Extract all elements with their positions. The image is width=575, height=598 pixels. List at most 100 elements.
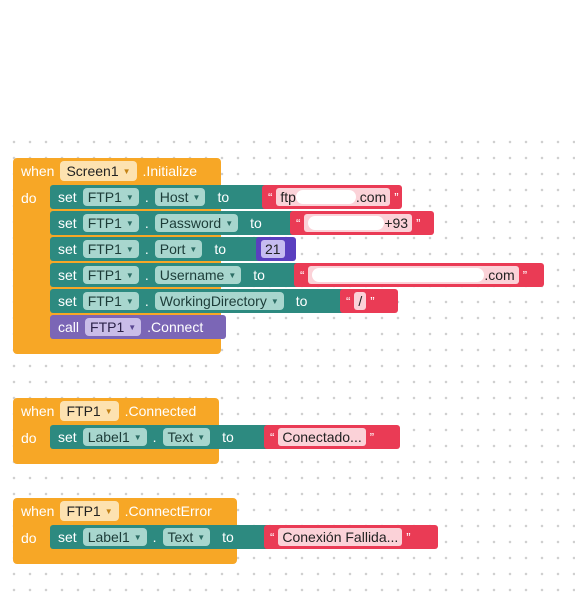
quote-close: ” xyxy=(406,529,411,545)
event-name: .Initialize xyxy=(142,163,198,179)
component-dropdown-ftp1[interactable]: FTP1 ▼ xyxy=(60,401,119,421)
text-value-conexion-fallida[interactable]: Conexión Fallida... xyxy=(278,528,403,546)
property-dropdown-host[interactable]: Host ▼ xyxy=(154,188,206,206)
when-keyword: when xyxy=(21,403,55,419)
component-name: FTP1 xyxy=(87,293,122,309)
dropdown-arrow-icon: ▼ xyxy=(104,506,113,516)
property-dropdown-port[interactable]: Port ▼ xyxy=(154,240,203,258)
quote-open: “ xyxy=(346,293,351,309)
property-name: Host xyxy=(159,189,189,205)
component-dropdown-label1[interactable]: Label1 ▼ xyxy=(82,428,147,446)
property-name: WorkingDirectory xyxy=(159,293,267,309)
component-name: FTP1 xyxy=(66,503,101,519)
property-dropdown-text[interactable]: Text ▼ xyxy=(162,428,211,446)
dot-separator: . xyxy=(144,267,149,283)
redaction-mark xyxy=(295,190,356,204)
component-name: FTP1 xyxy=(87,189,122,205)
text-value-password[interactable]: +93 xyxy=(304,214,413,232)
set-ftp1-password-block[interactable]: set FTP1 ▼ . Password ▼ to xyxy=(50,211,298,235)
set-keyword: set xyxy=(58,267,77,283)
component-name: FTP1 xyxy=(87,241,122,257)
quote-open: “ xyxy=(300,267,305,283)
set-keyword: set xyxy=(58,293,77,309)
text-left: ftp xyxy=(280,189,296,205)
to-keyword: to xyxy=(295,293,308,309)
call-keyword: call xyxy=(58,319,80,335)
component-dropdown-ftp1[interactable]: FTP1 ▼ xyxy=(85,318,142,336)
number-block-port[interactable]: 21 xyxy=(256,237,296,261)
text-value-host[interactable]: ftp .com xyxy=(276,188,391,206)
dot-separator: . xyxy=(144,189,149,205)
to-keyword: to xyxy=(214,241,227,257)
set-label1-text-block[interactable]: set Label1 ▼ . Text ▼ to xyxy=(50,425,272,449)
dropdown-arrow-icon: ▼ xyxy=(225,218,234,228)
dropdown-arrow-icon: ▼ xyxy=(228,270,237,280)
set-ftp1-host-block[interactable]: set FTP1 ▼ . Host ▼ to xyxy=(50,185,270,209)
to-keyword: to xyxy=(222,529,234,545)
text-right: .com xyxy=(484,267,515,283)
set-ftp1-username-block[interactable]: set FTP1 ▼ . Username ▼ to xyxy=(50,263,302,287)
text-block-password[interactable]: “ +93 ” xyxy=(290,211,434,235)
dropdown-arrow-icon: ▼ xyxy=(125,218,134,228)
dropdown-arrow-icon: ▼ xyxy=(128,322,137,332)
component-dropdown-ftp1[interactable]: FTP1 ▼ xyxy=(82,214,139,232)
event-header: when FTP1 ▼ .Connected xyxy=(13,398,219,424)
component-name: FTP1 xyxy=(90,319,125,335)
property-dropdown-username[interactable]: Username ▼ xyxy=(154,266,242,284)
set-keyword: set xyxy=(58,241,77,257)
dropdown-arrow-icon: ▼ xyxy=(133,432,142,442)
set-label1-text-block[interactable]: set Label1 ▼ . Text ▼ to xyxy=(50,525,272,549)
text-block-conectado[interactable]: “ Conectado... ” xyxy=(264,425,400,449)
text-block-workingdirectory[interactable]: “ / ” xyxy=(340,289,398,313)
text-block-username[interactable]: “ .com ” xyxy=(294,263,544,287)
call-ftp1-connect-block[interactable]: call FTP1 ▼ .Connect xyxy=(50,315,226,339)
quote-close: ” xyxy=(370,293,375,309)
set-keyword: set xyxy=(58,529,77,545)
dropdown-arrow-icon: ▼ xyxy=(189,244,198,254)
quote-close: ” xyxy=(394,189,399,205)
to-keyword: to xyxy=(250,215,262,231)
component-name: Screen1 xyxy=(66,163,119,179)
property-name: Username xyxy=(159,267,225,283)
property-dropdown-workingdirectory[interactable]: WorkingDirectory ▼ xyxy=(154,292,284,310)
dropdown-arrow-icon: ▼ xyxy=(125,270,134,280)
number-value[interactable]: 21 xyxy=(261,240,285,258)
set-keyword: set xyxy=(58,189,77,205)
dropdown-arrow-icon: ▼ xyxy=(104,406,113,416)
method-name: .Connect xyxy=(147,319,204,335)
component-dropdown-label1[interactable]: Label1 ▼ xyxy=(82,528,147,546)
component-dropdown-ftp1[interactable]: FTP1 ▼ xyxy=(82,292,139,310)
component-name: FTP1 xyxy=(66,403,101,419)
text-block-conexion-fallida[interactable]: “ Conexión Fallida... ” xyxy=(264,525,438,549)
component-name: FTP1 xyxy=(87,215,122,231)
component-dropdown-ftp1[interactable]: FTP1 ▼ xyxy=(82,240,139,258)
property-dropdown-password[interactable]: Password ▼ xyxy=(154,214,239,232)
text-value-workingdirectory[interactable]: / xyxy=(354,292,367,310)
quote-close: ” xyxy=(522,267,528,283)
text-value-username[interactable]: .com xyxy=(308,266,519,284)
component-dropdown-screen1[interactable]: Screen1 ▼ xyxy=(60,161,137,181)
dropdown-arrow-icon: ▼ xyxy=(125,192,134,202)
quote-open: “ xyxy=(270,429,275,445)
to-keyword: to xyxy=(253,267,265,283)
text-value-conectado[interactable]: Conectado... xyxy=(278,428,366,446)
set-ftp1-workingdirectory-block[interactable]: set FTP1 ▼ . WorkingDirectory ▼ to xyxy=(50,289,348,313)
component-name: Label1 xyxy=(87,429,130,445)
property-name: Password xyxy=(159,215,222,231)
component-dropdown-ftp1[interactable]: FTP1 ▼ xyxy=(60,501,119,521)
property-name: Text xyxy=(167,529,194,545)
text-right: .com xyxy=(355,189,387,205)
set-ftp1-port-block[interactable]: set FTP1 ▼ . Port ▼ to xyxy=(50,237,264,261)
dropdown-arrow-icon: ▼ xyxy=(133,532,142,542)
quote-open: “ xyxy=(268,189,273,205)
do-keyword: do xyxy=(21,430,37,446)
text-block-host[interactable]: “ ftp .com ” xyxy=(262,185,402,209)
event-header: when FTP1 ▼ .ConnectError xyxy=(13,498,237,524)
dropdown-arrow-icon: ▼ xyxy=(125,296,134,306)
component-dropdown-ftp1[interactable]: FTP1 ▼ xyxy=(82,266,139,284)
property-dropdown-text[interactable]: Text ▼ xyxy=(162,528,211,546)
quote-close: ” xyxy=(369,429,375,445)
component-dropdown-ftp1[interactable]: FTP1 ▼ xyxy=(82,188,139,206)
redaction-mark xyxy=(312,268,485,282)
